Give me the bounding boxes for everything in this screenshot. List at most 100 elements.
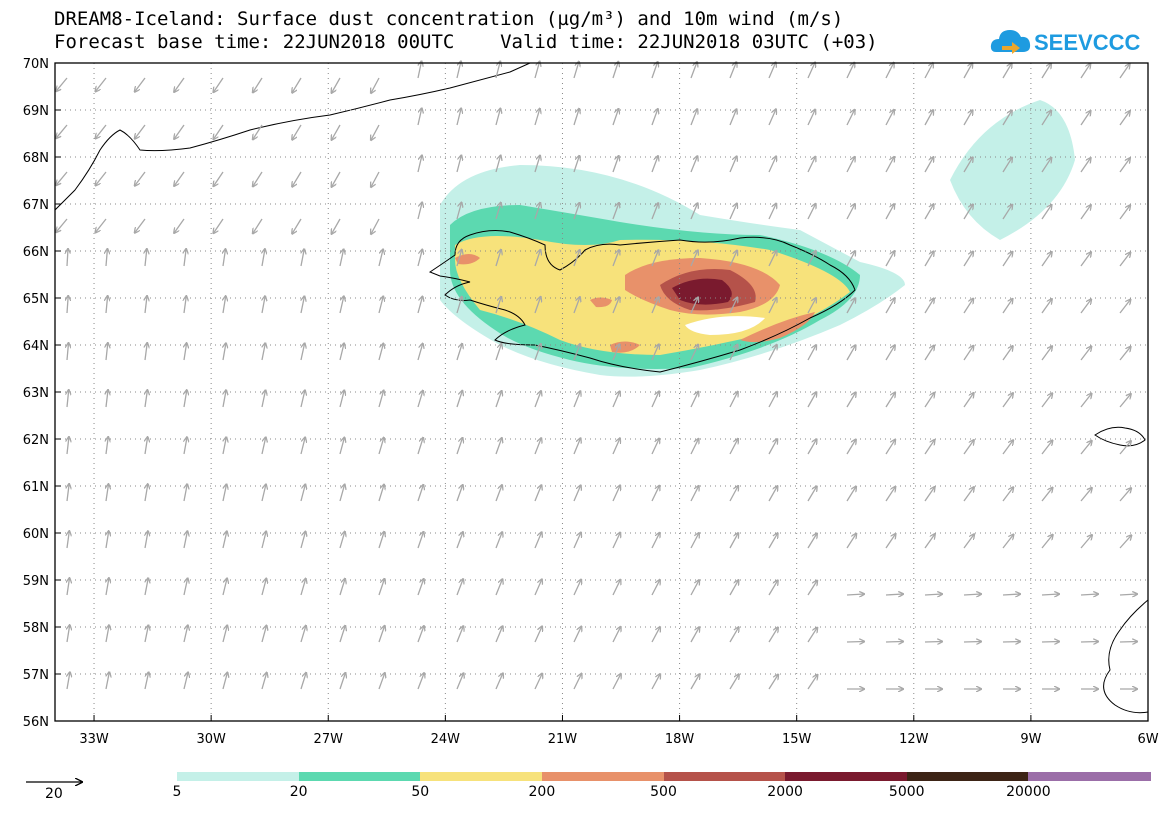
legend-color-swatch — [177, 772, 300, 781]
wind-arrow — [67, 531, 69, 549]
wind-arrow — [924, 251, 934, 267]
wind-arrow — [495, 156, 501, 173]
wind-arrow — [301, 249, 304, 267]
wind-vectors — [56, 61, 1137, 689]
wind-arrow — [300, 296, 304, 314]
wind-arrow — [456, 203, 462, 220]
wind-arrow — [417, 673, 424, 690]
wind-arrow — [456, 438, 463, 455]
wind-arrow — [300, 343, 305, 361]
wind-arrow — [924, 534, 935, 549]
wind-arrow — [885, 440, 895, 455]
wind-arrow — [106, 578, 109, 596]
wind-arrow — [456, 109, 461, 126]
wind-arrow — [1080, 158, 1091, 173]
wind-arrow — [417, 250, 422, 267]
wind-arrow — [1002, 63, 1012, 79]
wind-arrow — [846, 487, 856, 502]
wind-arrow — [145, 531, 148, 549]
wind-arrow — [612, 203, 619, 220]
lon-label: 18W — [665, 732, 695, 747]
wind-arrow — [371, 124, 380, 140]
wind-arrow — [222, 626, 227, 643]
wind-arrow — [885, 110, 894, 126]
dust-contour-200-b — [590, 297, 612, 308]
wind-arrow — [253, 77, 263, 92]
wind-arrow — [729, 392, 738, 408]
wind-arrow — [371, 218, 380, 234]
legend-level-label: 2000 — [767, 784, 803, 800]
wind-arrow — [332, 218, 341, 234]
wind-arrow — [1119, 300, 1130, 314]
lat-label: 57N — [23, 668, 49, 683]
dust-contour-2000 — [672, 278, 732, 305]
wind-arrow — [963, 63, 972, 79]
wind-arrow — [145, 343, 147, 361]
wind-arrow — [106, 437, 108, 455]
wind-arrow — [292, 218, 302, 234]
wind-arrow — [924, 440, 935, 455]
wind-arrow — [690, 345, 698, 361]
lat-label: 66N — [23, 245, 49, 260]
wind-arrow — [106, 296, 108, 314]
wind-arrow — [222, 437, 226, 455]
wind-arrow — [534, 62, 540, 79]
wind-arrow — [768, 62, 776, 79]
wind-arrow — [145, 390, 147, 408]
wind-arrow — [292, 124, 302, 140]
wind-arrow — [612, 250, 619, 267]
wind-arrow — [1002, 594, 1020, 595]
wind-arrow — [1041, 252, 1052, 267]
wind-arrow — [573, 580, 581, 596]
wind-arrow — [1080, 394, 1092, 408]
lat-label: 59N — [23, 574, 49, 589]
wind-arrow — [495, 626, 503, 643]
wind-arrow — [807, 486, 817, 502]
wind-arrow — [417, 344, 423, 361]
legend-color-swatch — [785, 772, 908, 781]
wind-arrow — [651, 627, 660, 643]
wind-arrow — [690, 533, 699, 549]
wind-arrow — [339, 249, 344, 267]
wind-arrow — [768, 486, 777, 502]
wind-arrow — [924, 157, 933, 173]
wind-arrow — [651, 203, 658, 220]
legend-level-label: 50 — [411, 784, 430, 800]
wind-arrow — [651, 580, 660, 596]
wind-arrow — [339, 579, 345, 596]
lat-label: 63N — [23, 386, 49, 401]
wind-arrow — [262, 249, 265, 267]
wind-arrow — [807, 251, 816, 267]
wind-arrow — [651, 486, 659, 502]
graticule — [55, 63, 1148, 721]
wind-arrow — [1080, 488, 1092, 502]
wind-arrow — [135, 171, 146, 186]
wind-arrow — [1041, 594, 1059, 595]
wind-arrow — [417, 156, 422, 173]
wind-arrow — [214, 77, 224, 92]
wind-arrow — [300, 532, 306, 549]
wind-arrow — [729, 533, 738, 549]
wind-arrow — [145, 437, 148, 455]
wind-arrow — [456, 626, 463, 643]
wind-arrow — [807, 534, 817, 549]
wind-arrow — [67, 672, 70, 690]
wind-arrow — [573, 485, 581, 502]
wind-arrow — [106, 531, 109, 549]
wind-arrow — [690, 674, 700, 690]
wind-arrow — [1002, 299, 1013, 314]
wind-arrow — [807, 439, 817, 455]
wind-arrow — [495, 297, 501, 314]
wind-arrow — [300, 626, 306, 643]
wind-arrow — [651, 156, 658, 173]
wind-arrow — [1041, 299, 1052, 314]
wind-arrow — [145, 484, 148, 502]
wind-arrow — [690, 627, 699, 643]
wind-arrow — [378, 485, 384, 502]
wind-arrow — [417, 297, 423, 314]
wind-arrow — [332, 77, 341, 93]
wind-arrow — [106, 390, 108, 408]
wind-arrow — [261, 532, 266, 549]
wind-arrow — [1002, 252, 1012, 267]
lon-label: 6W — [1137, 732, 1158, 747]
